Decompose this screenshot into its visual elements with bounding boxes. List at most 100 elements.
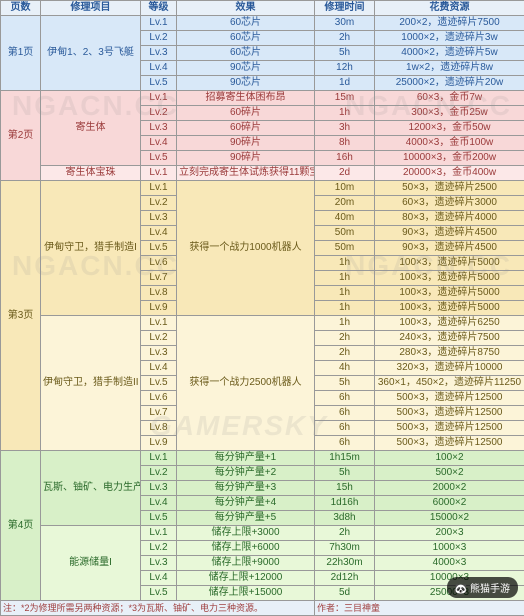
level-cell: Lv.8 bbox=[141, 421, 177, 436]
cost-cell: 25000×2，遗迹碎片20w bbox=[375, 76, 524, 91]
time-cell: 5d bbox=[315, 586, 375, 601]
effect-cell: 90碎片 bbox=[177, 136, 315, 151]
time-cell: 2h bbox=[315, 31, 375, 46]
cost-cell: 1000×3 bbox=[375, 541, 524, 556]
cost-cell: 500×3，遗迹碎片12500 bbox=[375, 436, 524, 451]
time-cell: 3d8h bbox=[315, 511, 375, 526]
cost-cell: 2000×2 bbox=[375, 481, 524, 496]
col-header: 等级 bbox=[141, 1, 177, 16]
cost-cell: 200×2，遗迹碎片7500 bbox=[375, 16, 524, 31]
time-cell: 15h bbox=[315, 481, 375, 496]
time-cell: 1h bbox=[315, 106, 375, 121]
cost-cell: 100×3，遗迹碎片6250 bbox=[375, 316, 524, 331]
cost-cell: 20000×3，金币400w bbox=[375, 166, 524, 181]
effect-cell: 立刻完成寄生体试炼获得11颗宝珠 bbox=[177, 166, 315, 181]
time-cell: 30m bbox=[315, 16, 375, 31]
level-cell: Lv.5 bbox=[141, 376, 177, 391]
effect-cell: 60芯片 bbox=[177, 16, 315, 31]
level-cell: Lv.2 bbox=[141, 331, 177, 346]
time-cell: 2d bbox=[315, 166, 375, 181]
level-cell: Lv.5 bbox=[141, 241, 177, 256]
level-cell: Lv.8 bbox=[141, 286, 177, 301]
time-cell: 3h bbox=[315, 121, 375, 136]
level-cell: Lv.1 bbox=[141, 16, 177, 31]
time-cell: 8h bbox=[315, 136, 375, 151]
level-cell: Lv.4 bbox=[141, 136, 177, 151]
cost-cell: 4000×2，遗迹碎片5w bbox=[375, 46, 524, 61]
time-cell: 50m bbox=[315, 241, 375, 256]
time-cell: 6h bbox=[315, 421, 375, 436]
item-cell: 寄生体宝珠 bbox=[41, 166, 141, 181]
time-cell: 7h30m bbox=[315, 541, 375, 556]
page-cell: 第4页 bbox=[1, 451, 41, 601]
effect-cell: 储存上限+6000 bbox=[177, 541, 315, 556]
time-cell: 1h15m bbox=[315, 451, 375, 466]
cost-cell: 320×3，遗迹碎片10000 bbox=[375, 361, 524, 376]
time-cell: 1h bbox=[315, 271, 375, 286]
level-cell: Lv.1 bbox=[141, 91, 177, 106]
time-cell: 10m bbox=[315, 181, 375, 196]
source-logo: 🐼 熊猫手游 bbox=[447, 577, 518, 598]
effect-cell: 储存上限+3000 bbox=[177, 526, 315, 541]
time-cell: 6h bbox=[315, 391, 375, 406]
effect-cell: 60碎片 bbox=[177, 106, 315, 121]
footer-note: 注：*2为修理所需另两种资源；*3为瓦斯、铀矿、电力三种资源。 bbox=[1, 601, 315, 616]
cost-cell: 240×3，遗迹碎片7500 bbox=[375, 331, 524, 346]
cost-cell: 1000×2，遗迹碎片3w bbox=[375, 31, 524, 46]
page-cell: 第2页 bbox=[1, 91, 41, 181]
cost-cell: 50×3，遗迹碎片2500 bbox=[375, 181, 524, 196]
time-cell: 50m bbox=[315, 226, 375, 241]
cost-cell: 500×3，遗迹碎片12500 bbox=[375, 421, 524, 436]
cost-cell: 6000×2 bbox=[375, 496, 524, 511]
level-cell: Lv.9 bbox=[141, 301, 177, 316]
repair-table: 页数修理项目等级效果修理时间花费资源第1页伊甸1、2、3号飞艇Lv.160芯片3… bbox=[0, 0, 524, 616]
effect-cell: 每分钟产量+5 bbox=[177, 511, 315, 526]
time-cell: 4h bbox=[315, 361, 375, 376]
level-cell: Lv.2 bbox=[141, 466, 177, 481]
level-cell: Lv.1 bbox=[141, 451, 177, 466]
effect-cell: 每分钟产量+1 bbox=[177, 451, 315, 466]
level-cell: Lv.3 bbox=[141, 481, 177, 496]
effect-cell: 每分钟产量+4 bbox=[177, 496, 315, 511]
effect-cell: 60芯片 bbox=[177, 46, 315, 61]
time-cell: 40m bbox=[315, 211, 375, 226]
level-cell: Lv.3 bbox=[141, 211, 177, 226]
cost-cell: 300×3，金币25w bbox=[375, 106, 524, 121]
effect-cell: 90芯片 bbox=[177, 61, 315, 76]
level-cell: Lv.4 bbox=[141, 361, 177, 376]
level-cell: Lv.4 bbox=[141, 496, 177, 511]
level-cell: Lv.7 bbox=[141, 406, 177, 421]
level-cell: Lv.5 bbox=[141, 76, 177, 91]
level-cell: Lv.4 bbox=[141, 571, 177, 586]
level-cell: Lv.6 bbox=[141, 256, 177, 271]
cost-cell: 500×2 bbox=[375, 466, 524, 481]
time-cell: 2h bbox=[315, 331, 375, 346]
level-cell: Lv.3 bbox=[141, 346, 177, 361]
level-cell: Lv.2 bbox=[141, 31, 177, 46]
time-cell: 20m bbox=[315, 196, 375, 211]
item-cell: 瓦斯、铀矿、电力生产I bbox=[41, 451, 141, 526]
cost-cell: 100×3，遗迹碎片5000 bbox=[375, 256, 524, 271]
time-cell: 22h30m bbox=[315, 556, 375, 571]
level-cell: Lv.1 bbox=[141, 526, 177, 541]
effect-cell: 60芯片 bbox=[177, 31, 315, 46]
level-cell: Lv.5 bbox=[141, 586, 177, 601]
time-cell: 2h bbox=[315, 526, 375, 541]
cost-cell: 4000×3 bbox=[375, 556, 524, 571]
effect-cell: 每分钟产量+2 bbox=[177, 466, 315, 481]
page-cell: 第3页 bbox=[1, 181, 41, 451]
cost-cell: 90×3，遗迹碎片4500 bbox=[375, 241, 524, 256]
time-cell: 6h bbox=[315, 406, 375, 421]
effect-cell: 储存上限+15000 bbox=[177, 586, 315, 601]
cost-cell: 60×3，遗迹碎片3000 bbox=[375, 196, 524, 211]
level-cell: Lv.5 bbox=[141, 151, 177, 166]
level-cell: Lv.3 bbox=[141, 556, 177, 571]
cost-cell: 280×3，遗迹碎片8750 bbox=[375, 346, 524, 361]
cost-cell: 100×3，遗迹碎片5000 bbox=[375, 271, 524, 286]
level-cell: Lv.1 bbox=[141, 166, 177, 181]
page-cell: 第1页 bbox=[1, 16, 41, 91]
cost-cell: 90×3，遗迹碎片4500 bbox=[375, 226, 524, 241]
cost-cell: 360×1，450×2，遗迹碎片11250 bbox=[375, 376, 524, 391]
level-cell: Lv.2 bbox=[141, 106, 177, 121]
level-cell: Lv.1 bbox=[141, 181, 177, 196]
